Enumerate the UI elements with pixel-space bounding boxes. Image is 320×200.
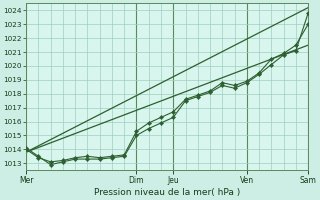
- X-axis label: Pression niveau de la mer( hPa ): Pression niveau de la mer( hPa ): [94, 188, 240, 197]
